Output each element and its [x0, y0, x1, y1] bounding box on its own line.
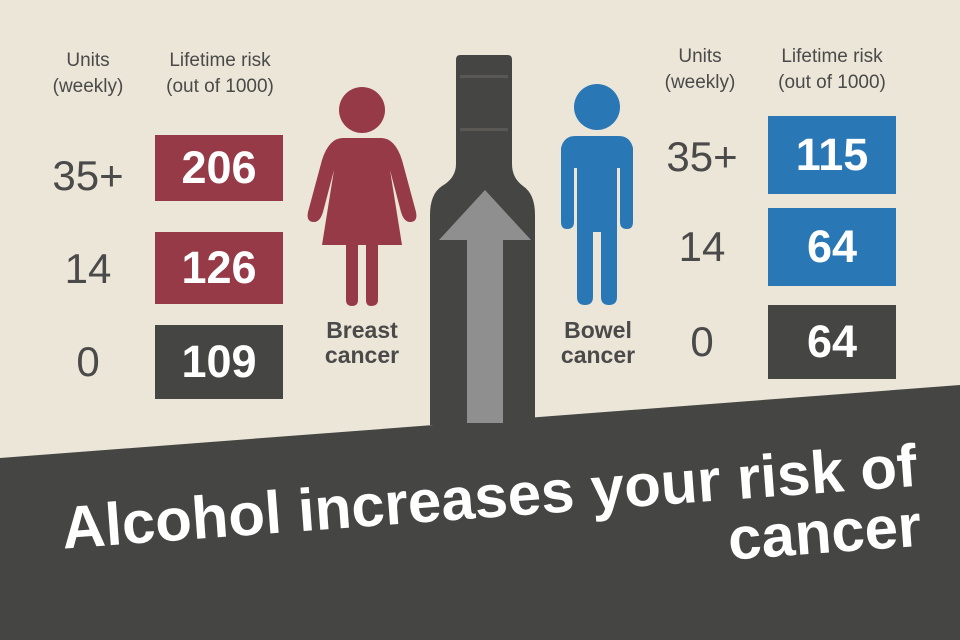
breast-units-row-2: 14 [64, 245, 112, 292]
bowel-risk-row-1: 115 [768, 116, 896, 194]
breast-risk-row-2: 126 [155, 232, 283, 304]
breast-risk-row-3: 109 [155, 325, 283, 399]
bowel-cancer-label: Bowel cancer [560, 317, 636, 368]
breast-risk-header: Lifetime risk (out of 1000) [166, 50, 274, 97]
breast-cancer-label: Breast cancer [324, 317, 400, 368]
bowel-units-header: Units (weekly) [664, 46, 736, 93]
bowel-risk-row-2: 64 [768, 208, 896, 286]
dark-banner [0, 385, 960, 640]
breast-units-row-3: 0 [76, 338, 100, 385]
breast-risk-row-1: 206 [155, 135, 283, 201]
bowel-units-row-2: 14 [678, 223, 726, 270]
bowel-units-row-3: 0 [690, 318, 714, 365]
bowel-units-row-1: 35+ [666, 133, 738, 180]
bowel-risk-header: Lifetime risk (out of 1000) [778, 46, 886, 93]
man-icon [561, 84, 633, 305]
breast-units-header: Units (weekly) [52, 50, 124, 97]
woman-icon [307, 87, 417, 306]
breast-units-row-1: 35+ [52, 152, 124, 199]
bowel-risk-row-3: 64 [768, 305, 896, 379]
up-arrow-icon [439, 190, 531, 423]
